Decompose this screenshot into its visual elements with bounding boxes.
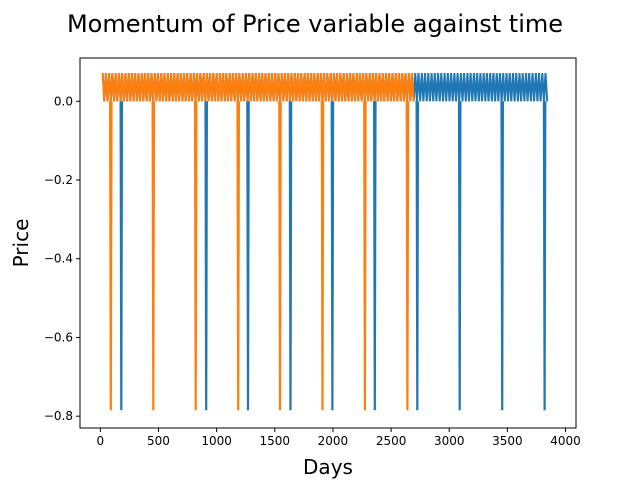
plot-area <box>79 57 577 429</box>
series-1-dip <box>373 101 377 411</box>
y-tick-label: −0.2 <box>44 173 73 187</box>
y-axis-label: Price <box>9 219 33 268</box>
series-2-line <box>101 72 415 102</box>
x-tick-label: 2500 <box>376 434 407 448</box>
series-1-dip <box>119 101 124 411</box>
series-1-dip <box>204 101 208 411</box>
series-1-dip <box>246 101 250 411</box>
series-2-dip <box>405 101 410 411</box>
series-1 <box>101 72 549 411</box>
series-2-dip <box>236 101 240 411</box>
y-tick-label: −0.4 <box>44 252 73 266</box>
x-tick-label: 3000 <box>434 434 465 448</box>
series-1-dip <box>500 101 504 411</box>
series-2 <box>101 72 415 411</box>
series-1-dip <box>457 101 462 411</box>
y-tick-label: −0.8 <box>44 409 73 423</box>
series-1-dip <box>542 101 547 411</box>
x-tick-label: 4000 <box>550 434 581 448</box>
x-tick-label: 1500 <box>260 434 291 448</box>
x-tick-label: 500 <box>147 434 170 448</box>
series-2-dip <box>151 101 156 411</box>
x-axis-label: Days <box>303 455 353 479</box>
series-2-dip <box>320 101 325 411</box>
series-2-dip <box>278 101 282 411</box>
series-2-dip <box>363 101 367 411</box>
x-tick-label: 2000 <box>318 434 349 448</box>
series-1-dip <box>415 101 420 411</box>
y-tick-label: −0.6 <box>44 330 73 344</box>
x-tick-label: 1000 <box>201 434 232 448</box>
chart-title: Momentum of Price variable against time <box>67 10 563 38</box>
x-tick-label: 0 <box>97 434 105 448</box>
y-axis: 0.0 −0.2 −0.4 −0.6 −0.8 <box>44 94 80 423</box>
plot-frame <box>79 57 577 429</box>
series-1-dip <box>288 101 293 411</box>
x-tick-label: 3500 <box>492 434 523 448</box>
series-2-dip <box>109 101 113 411</box>
x-axis: 0 500 1000 1500 2000 2500 3000 3500 4000 <box>97 428 581 448</box>
series-layer <box>101 72 549 411</box>
series-1-dip <box>330 101 335 411</box>
series-2-dip <box>193 101 198 411</box>
y-tick-label: 0.0 <box>54 94 73 108</box>
